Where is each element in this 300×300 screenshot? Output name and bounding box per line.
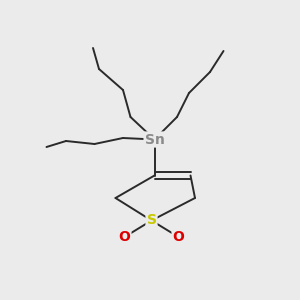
Text: O: O	[172, 230, 184, 244]
Text: S: S	[146, 214, 157, 227]
Text: Sn: Sn	[145, 133, 164, 146]
Text: O: O	[118, 230, 130, 244]
